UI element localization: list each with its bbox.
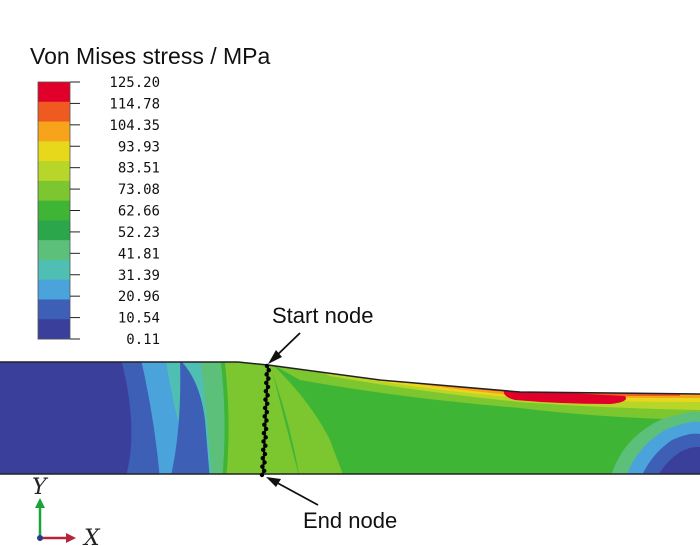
legend-tick-label: 93.93 [118, 139, 160, 155]
axis-triad: Y X [32, 475, 101, 546]
path-node [264, 372, 269, 377]
x-axis-label: X [82, 526, 101, 546]
legend-tick-label: 83.51 [118, 161, 160, 177]
y-axis-label: Y [32, 475, 49, 500]
path-node [262, 451, 268, 457]
legend-swatch [38, 319, 70, 340]
legend-swatch [38, 161, 70, 182]
legend-swatch [38, 121, 70, 142]
legend-ticks: 125.20 114.78 104.35 93.93 83.51 73.08 62.66 52… [70, 75, 160, 348]
stress-contour-plate [0, 362, 700, 474]
legend-swatch [38, 240, 70, 261]
legend-tick-label: 31.39 [118, 268, 160, 284]
legend-tick-label: 0.11 [126, 332, 160, 348]
node-path [259, 363, 272, 478]
path-node [263, 426, 269, 432]
contour-right-0 [655, 446, 700, 474]
x-axis-arrowhead [66, 533, 76, 543]
contour-band-73b [268, 362, 345, 474]
legend-swatch [38, 180, 70, 202]
path-node [261, 430, 267, 436]
path-node [262, 414, 267, 419]
legend-swatch [38, 279, 70, 300]
axis-origin [37, 535, 43, 541]
legend-tick-label: 10.54 [118, 311, 160, 327]
path-node [261, 468, 267, 474]
path-node [266, 376, 271, 381]
path-node [262, 405, 268, 411]
y-axis-arrowhead [35, 498, 45, 508]
legend-tick-label: 20.96 [118, 289, 160, 305]
legend-tick-label: 104.35 [109, 118, 160, 134]
path-node [265, 393, 270, 398]
legend-swatch [38, 220, 70, 241]
legend-tick-label: 73.08 [118, 182, 160, 198]
path-node [262, 460, 267, 465]
plate-outline [0, 361, 700, 475]
end-node-arrow [266, 477, 319, 506]
path-node [265, 384, 271, 390]
path-node [259, 472, 265, 478]
legend-swatch [38, 141, 70, 162]
path-node [263, 443, 268, 448]
start-node-label: Start node [272, 303, 374, 328]
path-node [260, 447, 266, 453]
legend-swatch [38, 299, 70, 320]
legend-swatch [38, 82, 70, 103]
legend-tick-label: 62.66 [118, 204, 160, 220]
path-node [263, 435, 268, 440]
path-node [265, 401, 270, 406]
legend-tick-label: 41.81 [118, 246, 160, 262]
end-node-label: End node [303, 508, 397, 533]
legend-swatch [38, 101, 70, 123]
legend-tick-label: 114.78 [109, 96, 160, 112]
contour-pocket-low [170, 362, 210, 474]
path-node [263, 397, 268, 402]
legend-swatch [38, 259, 70, 281]
path-node [264, 409, 270, 415]
path-node [262, 422, 267, 427]
path-node [266, 367, 272, 373]
legend-swatch [38, 200, 70, 221]
legend-colorbar [37, 81, 71, 340]
path-node [261, 439, 266, 444]
legend-tick-label: 125.20 [109, 75, 160, 91]
path-node [260, 456, 265, 461]
path-node [264, 363, 270, 369]
path-node [264, 380, 269, 385]
contour-band-73 [224, 362, 300, 474]
start-node-arrow [268, 332, 301, 364]
legend-title: Von Mises stress / MPa [30, 43, 271, 69]
path-node [263, 388, 269, 394]
path-node [260, 464, 265, 469]
path-node [264, 418, 269, 423]
legend-tick-label: 52.23 [118, 225, 160, 241]
